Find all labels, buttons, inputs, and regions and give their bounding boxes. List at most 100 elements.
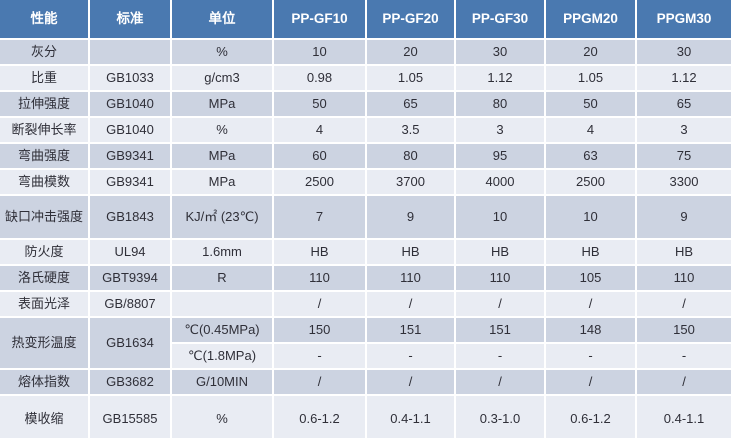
value-cell-pp-gf20: 9 bbox=[367, 196, 454, 238]
header-row: 性能 标准 单位 PP-GF10 PP-GF20 PP-GF30 PPGM20 PPGM30 bbox=[0, 0, 731, 38]
value-cell-pp-gf20: HB bbox=[367, 240, 454, 264]
value-cell-pp-gf30: 110 bbox=[456, 266, 544, 290]
table-body: 灰分% 10 20 30 20 30 比重 GB1033 g/cm3 0.98 1.05 1.12 1.… bbox=[0, 40, 731, 438]
value-cell-ppgm20: 10 bbox=[546, 196, 635, 238]
standard-cell: GB1040 bbox=[90, 92, 170, 116]
value-cell-ppgm20: 63 bbox=[546, 144, 635, 168]
unit-cell: g/cm3 bbox=[172, 66, 272, 90]
unit-cell: 1.6mm bbox=[172, 240, 272, 264]
property-cell: 热变形温度 bbox=[0, 318, 88, 368]
standard-cell: UL94 bbox=[90, 240, 170, 264]
standard-cell: GB/8807 bbox=[90, 292, 170, 316]
value-cell-ppgm30: 110 bbox=[637, 266, 731, 290]
value-cell-ppgm20: 50 bbox=[546, 92, 635, 116]
value-cell-pp-gf20: 110 bbox=[367, 266, 454, 290]
value-cell-pp-gf20: 151 bbox=[367, 318, 454, 342]
column-header-ppgm20: PPGM20 bbox=[546, 0, 635, 38]
table-row: 弯曲强度 GB9341 MPa 60 80 95 63 75 bbox=[0, 144, 731, 168]
value-cell-pp-gf30: 151 bbox=[456, 318, 544, 342]
standard-cell: GB1033 bbox=[90, 66, 170, 90]
value-cell-ppgm20: 0.6-1.2 bbox=[546, 396, 635, 438]
unit-cell: ℃(0.45MPa) bbox=[172, 318, 272, 342]
table-row: 洛氏硬度 GBT9394 R 110 110 110 105 110 bbox=[0, 266, 731, 290]
unit-cell: ℃(1.8MPa) bbox=[172, 344, 272, 368]
table-row: 热变形温度 GB1634 ℃(0.45MPa) 150 151 151 148 150 bbox=[0, 318, 731, 368]
unit-cell: MPa bbox=[172, 92, 272, 116]
table-row: 灰分% 10 20 30 20 30 bbox=[0, 40, 731, 64]
standard-cell: GB3682 bbox=[90, 370, 170, 394]
unit-cell: MPa bbox=[172, 144, 272, 168]
value-cell-ppgm30: 65 bbox=[637, 92, 731, 116]
table-row: 弯曲模数 GB9341 MPa 2500 3700 4000 2500 3300 bbox=[0, 170, 731, 194]
property-cell: 防火度 bbox=[0, 240, 88, 264]
value-cell-ppgm30: 150 bbox=[637, 318, 731, 342]
unit-cell: R bbox=[172, 266, 272, 290]
value-cell-pp-gf10: - bbox=[274, 344, 365, 368]
table-row: 拉伸强度 GB1040 MPa 50 65 80 50 65 bbox=[0, 92, 731, 116]
property-cell: 缺口冲击强度 bbox=[0, 196, 88, 238]
value-cell-ppgm30: / bbox=[637, 370, 731, 394]
unit-cell: % bbox=[172, 40, 272, 64]
table-row: ℃(1.8MPa) - - - - - bbox=[0, 344, 731, 368]
table-row: 熔体指数 GB3682 G/10MIN / / / / / bbox=[0, 370, 731, 394]
value-cell-pp-gf30: 1.12 bbox=[456, 66, 544, 90]
unit-cell: MPa bbox=[172, 170, 272, 194]
value-cell-ppgm20: 2500 bbox=[546, 170, 635, 194]
value-cell-pp-gf20: - bbox=[367, 344, 454, 368]
value-cell-ppgm20: / bbox=[546, 370, 635, 394]
property-cell: 拉伸强度 bbox=[0, 92, 88, 116]
value-cell-pp-gf30: / bbox=[456, 370, 544, 394]
standard-cell: GB1040 bbox=[90, 118, 170, 142]
column-header-property: 性能 bbox=[0, 0, 88, 38]
value-cell-ppgm30: 75 bbox=[637, 144, 731, 168]
value-cell-pp-gf20: / bbox=[367, 370, 454, 394]
property-cell: 模收缩 bbox=[0, 396, 88, 438]
table-row: 表面光泽 GB/8807// / / / bbox=[0, 292, 731, 316]
value-cell-ppgm20: - bbox=[546, 344, 635, 368]
value-cell-pp-gf30: 95 bbox=[456, 144, 544, 168]
value-cell-pp-gf30: 30 bbox=[456, 40, 544, 64]
property-cell: 弯曲模数 bbox=[0, 170, 88, 194]
value-cell-ppgm30: 30 bbox=[637, 40, 731, 64]
value-cell-ppgm20: 4 bbox=[546, 118, 635, 142]
property-cell: 灰分 bbox=[0, 40, 88, 64]
value-cell-pp-gf10: HB bbox=[274, 240, 365, 264]
value-cell-ppgm30: - bbox=[637, 344, 731, 368]
property-cell: 断裂伸长率 bbox=[0, 118, 88, 142]
value-cell-pp-gf10: 0.98 bbox=[274, 66, 365, 90]
table-row: 缺口冲击强度 GB1843 KJ/㎡ (23℃) 7 9 10 10 9 bbox=[0, 196, 731, 238]
column-header-ppgm30: PPGM30 bbox=[637, 0, 731, 38]
value-cell-pp-gf10: / bbox=[274, 370, 365, 394]
column-header-pp-gf20: PP-GF20 bbox=[367, 0, 454, 38]
property-cell: 弯曲强度 bbox=[0, 144, 88, 168]
value-cell-pp-gf30: 3 bbox=[456, 118, 544, 142]
value-cell-pp-gf10: 2500 bbox=[274, 170, 365, 194]
table-row: 比重 GB1033 g/cm3 0.98 1.05 1.12 1.05 1.12 bbox=[0, 66, 731, 90]
value-cell-pp-gf10: 7 bbox=[274, 196, 365, 238]
value-cell-pp-gf10: 0.6-1.2 bbox=[274, 396, 365, 438]
standard-cell: GB9341 bbox=[90, 144, 170, 168]
property-cell: 洛氏硬度 bbox=[0, 266, 88, 290]
value-cell-pp-gf30: 10 bbox=[456, 196, 544, 238]
value-cell-pp-gf20: 0.4-1.1 bbox=[367, 396, 454, 438]
value-cell-ppgm30: 3 bbox=[637, 118, 731, 142]
value-cell-ppgm30: HB bbox=[637, 240, 731, 264]
standard-cell: GB1634 bbox=[90, 318, 170, 368]
value-cell-pp-gf30: 0.3-1.0 bbox=[456, 396, 544, 438]
value-cell-ppgm20: 105 bbox=[546, 266, 635, 290]
unit-cell: KJ/㎡ (23℃) bbox=[172, 196, 272, 238]
value-cell-pp-gf20: 65 bbox=[367, 92, 454, 116]
value-cell-ppgm20: 1.05 bbox=[546, 66, 635, 90]
table-row: 防火度 UL94 1.6mm HB HB HB HB HB bbox=[0, 240, 731, 264]
column-header-pp-gf10: PP-GF10 bbox=[274, 0, 365, 38]
standard-cell bbox=[90, 40, 170, 64]
value-cell-ppgm30: 0.4-1.1 bbox=[637, 396, 731, 438]
value-cell-pp-gf30: 80 bbox=[456, 92, 544, 116]
value-cell-pp-gf20: 3700 bbox=[367, 170, 454, 194]
value-cell-ppgm30: / bbox=[637, 292, 731, 316]
value-cell-ppgm20: 20 bbox=[546, 40, 635, 64]
column-header-pp-gf30: PP-GF30 bbox=[456, 0, 544, 38]
value-cell-pp-gf20: 1.05 bbox=[367, 66, 454, 90]
